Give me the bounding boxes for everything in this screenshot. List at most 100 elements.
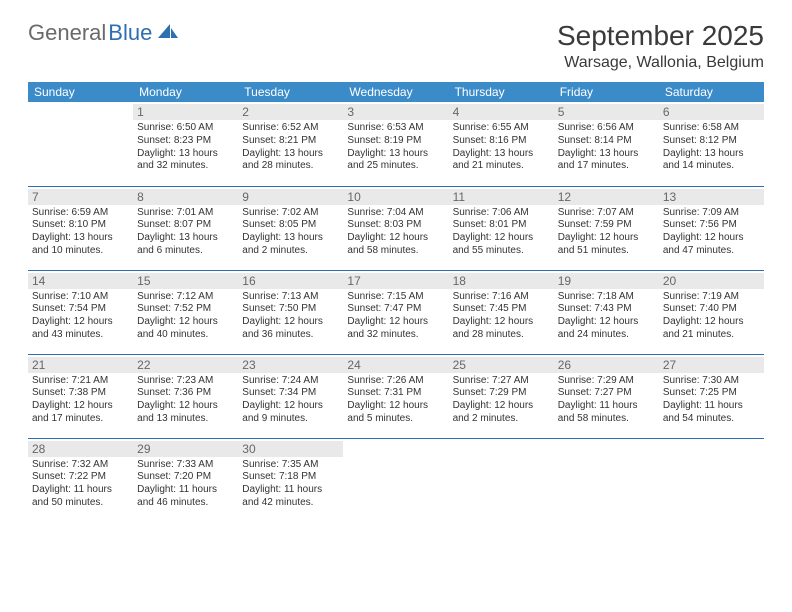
sunset-text: Sunset: 7:40 PM bbox=[663, 303, 760, 316]
calendar-cell: 20 Sunrise: 7:19 AMSunset: 7:40 PMDayligh… bbox=[659, 270, 764, 354]
calendar-page: GeneralBlue September 2025 Warsage, Wall… bbox=[0, 0, 792, 522]
day-info: Sunrise: 7:16 AMSunset: 7:45 PMDaylight:… bbox=[453, 291, 550, 342]
day-info: Sunrise: 7:12 AMSunset: 7:52 PMDaylight:… bbox=[137, 291, 234, 342]
day-number: 29 bbox=[133, 441, 238, 457]
day-info: Sunrise: 7:32 AMSunset: 7:22 PMDaylight:… bbox=[32, 459, 129, 510]
sunset-text: Sunset: 7:25 PM bbox=[663, 387, 760, 400]
sunrise-text: Sunrise: 6:59 AM bbox=[32, 207, 129, 220]
day-number: 11 bbox=[449, 189, 554, 205]
day-info: Sunrise: 7:06 AMSunset: 8:01 PMDaylight:… bbox=[453, 207, 550, 258]
daylight-text: Daylight: 12 hours and 55 minutes. bbox=[453, 232, 550, 258]
day-info: Sunrise: 7:33 AMSunset: 7:20 PMDaylight:… bbox=[137, 459, 234, 510]
sunset-text: Sunset: 7:31 PM bbox=[347, 387, 444, 400]
sunset-text: Sunset: 7:22 PM bbox=[32, 471, 129, 484]
daylight-text: Daylight: 12 hours and 47 minutes. bbox=[663, 232, 760, 258]
daylight-text: Daylight: 13 hours and 6 minutes. bbox=[137, 232, 234, 258]
daylight-text: Daylight: 12 hours and 13 minutes. bbox=[137, 400, 234, 426]
sunrise-text: Sunrise: 7:10 AM bbox=[32, 291, 129, 304]
day-number: 25 bbox=[449, 357, 554, 373]
calendar-cell bbox=[343, 438, 448, 522]
sunrise-text: Sunrise: 7:06 AM bbox=[453, 207, 550, 220]
calendar-cell bbox=[659, 438, 764, 522]
daylight-text: Daylight: 12 hours and 2 minutes. bbox=[453, 400, 550, 426]
month-title: September 2025 bbox=[557, 20, 764, 52]
daylight-text: Daylight: 11 hours and 58 minutes. bbox=[558, 400, 655, 426]
day-info: Sunrise: 7:27 AMSunset: 7:29 PMDaylight:… bbox=[453, 375, 550, 426]
sunrise-text: Sunrise: 7:04 AM bbox=[347, 207, 444, 220]
weekday-header: Saturday bbox=[659, 82, 764, 102]
sunset-text: Sunset: 7:29 PM bbox=[453, 387, 550, 400]
sunrise-text: Sunrise: 7:24 AM bbox=[242, 375, 339, 388]
day-info: Sunrise: 7:19 AMSunset: 7:40 PMDaylight:… bbox=[663, 291, 760, 342]
daylight-text: Daylight: 12 hours and 36 minutes. bbox=[242, 316, 339, 342]
logo-sail-icon bbox=[156, 20, 180, 46]
calendar-cell: 12Sunrise: 7:07 AMSunset: 7:59 PMDayligh… bbox=[554, 186, 659, 270]
calendar-row: 7Sunrise: 6:59 AMSunset: 8:10 PMDaylight… bbox=[28, 186, 764, 270]
day-info: Sunrise: 6:53 AMSunset: 8:19 PMDaylight:… bbox=[347, 122, 444, 173]
sunset-text: Sunset: 8:16 PM bbox=[453, 135, 550, 148]
daylight-text: Daylight: 13 hours and 14 minutes. bbox=[663, 148, 760, 174]
daylight-text: Daylight: 13 hours and 32 minutes. bbox=[137, 148, 234, 174]
daylight-text: Daylight: 12 hours and 40 minutes. bbox=[137, 316, 234, 342]
day-number: 18 bbox=[449, 273, 554, 289]
calendar-cell: 4Sunrise: 6:55 AMSunset: 8:16 PMDaylight… bbox=[449, 102, 554, 186]
calendar-cell: 29 Sunrise: 7:33 AMSunset: 7:20 PMDayligh… bbox=[133, 438, 238, 522]
sunset-text: Sunset: 8:12 PM bbox=[663, 135, 760, 148]
sunset-text: Sunset: 7:59 PM bbox=[558, 219, 655, 232]
calendar-cell: 5 Sunrise: 6:56 AMSunset: 8:14 PMDaylight… bbox=[554, 102, 659, 186]
day-info: Sunrise: 7:24 AMSunset: 7:34 PMDaylight:… bbox=[242, 375, 339, 426]
calendar-cell: 27Sunrise: 7:30 AMSunset: 7:25 PMDayligh… bbox=[659, 354, 764, 438]
day-info: Sunrise: 7:01 AMSunset: 8:07 PMDaylight:… bbox=[137, 207, 234, 258]
sunrise-text: Sunrise: 7:09 AM bbox=[663, 207, 760, 220]
sunrise-text: Sunrise: 7:15 AM bbox=[347, 291, 444, 304]
day-info: Sunrise: 7:18 AMSunset: 7:43 PMDaylight:… bbox=[558, 291, 655, 342]
calendar-cell: 9Sunrise: 7:02 AMSunset: 8:05 PMDaylight… bbox=[238, 186, 343, 270]
sunset-text: Sunset: 7:54 PM bbox=[32, 303, 129, 316]
daylight-text: Daylight: 12 hours and 28 minutes. bbox=[453, 316, 550, 342]
sunrise-text: Sunrise: 7:12 AM bbox=[137, 291, 234, 304]
sunrise-text: Sunrise: 7:33 AM bbox=[137, 459, 234, 472]
calendar-cell: 17Sunrise: 7:15 AMSunset: 7:47 PMDayligh… bbox=[343, 270, 448, 354]
day-info: Sunrise: 7:10 AMSunset: 7:54 PMDaylight:… bbox=[32, 291, 129, 342]
day-info: Sunrise: 7:13 AMSunset: 7:50 PMDaylight:… bbox=[242, 291, 339, 342]
day-info: Sunrise: 6:59 AMSunset: 8:10 PMDaylight:… bbox=[32, 207, 129, 258]
sunrise-text: Sunrise: 6:56 AM bbox=[558, 122, 655, 135]
sunrise-text: Sunrise: 6:52 AM bbox=[242, 122, 339, 135]
logo: GeneralBlue bbox=[28, 20, 180, 46]
day-info: Sunrise: 7:23 AMSunset: 7:36 PMDaylight:… bbox=[137, 375, 234, 426]
day-number: 20 bbox=[659, 273, 764, 289]
day-info: Sunrise: 6:56 AMSunset: 8:14 PMDaylight:… bbox=[558, 122, 655, 173]
sunset-text: Sunset: 7:27 PM bbox=[558, 387, 655, 400]
calendar-row: 21Sunrise: 7:21 AMSunset: 7:38 PMDayligh… bbox=[28, 354, 764, 438]
sunset-text: Sunset: 8:14 PM bbox=[558, 135, 655, 148]
calendar-row: 14Sunrise: 7:10 AMSunset: 7:54 PMDayligh… bbox=[28, 270, 764, 354]
day-info: Sunrise: 6:55 AMSunset: 8:16 PMDaylight:… bbox=[453, 122, 550, 173]
daylight-text: Daylight: 13 hours and 25 minutes. bbox=[347, 148, 444, 174]
calendar-cell: 26Sunrise: 7:29 AMSunset: 7:27 PMDayligh… bbox=[554, 354, 659, 438]
day-number: 5 bbox=[554, 104, 659, 120]
weekday-header: Tuesday bbox=[238, 82, 343, 102]
calendar-cell: 14Sunrise: 7:10 AMSunset: 7:54 PMDayligh… bbox=[28, 270, 133, 354]
sunrise-text: Sunrise: 7:27 AM bbox=[453, 375, 550, 388]
day-info: Sunrise: 7:02 AMSunset: 8:05 PMDaylight:… bbox=[242, 207, 339, 258]
day-number: 23 bbox=[238, 357, 343, 373]
sunset-text: Sunset: 7:43 PM bbox=[558, 303, 655, 316]
calendar-cell: 23 Sunrise: 7:24 AMSunset: 7:34 PMDayligh… bbox=[238, 354, 343, 438]
calendar-cell: 25 Sunrise: 7:27 AMSunset: 7:29 PMDayligh… bbox=[449, 354, 554, 438]
sunset-text: Sunset: 8:07 PM bbox=[137, 219, 234, 232]
daylight-text: Daylight: 12 hours and 21 minutes. bbox=[663, 316, 760, 342]
daylight-text: Daylight: 12 hours and 17 minutes. bbox=[32, 400, 129, 426]
calendar-cell: 15Sunrise: 7:12 AMSunset: 7:52 PMDayligh… bbox=[133, 270, 238, 354]
calendar-table: Sunday Monday Tuesday Wednesday Thursday… bbox=[28, 82, 764, 522]
sunrise-text: Sunrise: 6:58 AM bbox=[663, 122, 760, 135]
calendar-cell bbox=[554, 438, 659, 522]
calendar-cell: 1Sunrise: 6:50 AMSunset: 8:23 PMDaylight… bbox=[133, 102, 238, 186]
day-info: Sunrise: 7:04 AMSunset: 8:03 PMDaylight:… bbox=[347, 207, 444, 258]
sunrise-text: Sunrise: 7:21 AM bbox=[32, 375, 129, 388]
day-info: Sunrise: 7:21 AMSunset: 7:38 PMDaylight:… bbox=[32, 375, 129, 426]
weekday-header: Friday bbox=[554, 82, 659, 102]
calendar-cell: 2Sunrise: 6:52 AMSunset: 8:21 PMDaylight… bbox=[238, 102, 343, 186]
location: Warsage, Wallonia, Belgium bbox=[557, 54, 764, 72]
day-number: 3 bbox=[343, 104, 448, 120]
daylight-text: Daylight: 11 hours and 46 minutes. bbox=[137, 484, 234, 510]
